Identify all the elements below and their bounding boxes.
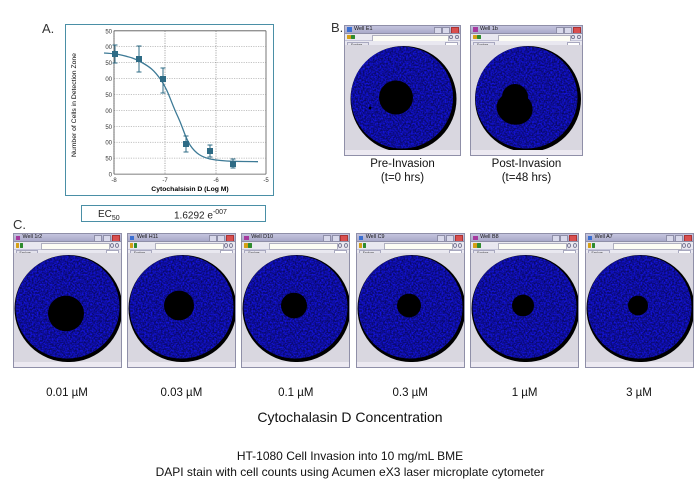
svg-text:Number of Cells in Detection Z: Number of Cells in Detection Zone [71,53,78,157]
svg-text:50: 50 [105,157,112,163]
svg-text:00: 00 [105,109,112,115]
svg-text:-5: -5 [263,178,269,184]
svg-text:00: 00 [105,45,112,51]
svg-text:00: 00 [105,141,112,147]
svg-text:50: 50 [105,125,112,131]
svg-text:50: 50 [105,93,112,99]
svg-text:00: 00 [105,77,112,83]
svg-text:-7: -7 [162,178,168,184]
svg-text:Cytochalsisin D (Log M): Cytochalsisin D (Log M) [151,186,228,193]
svg-text:50: 50 [105,29,112,35]
svg-text:-6: -6 [213,178,219,184]
svg-text:50: 50 [105,61,112,67]
svg-text:-8: -8 [111,178,117,184]
